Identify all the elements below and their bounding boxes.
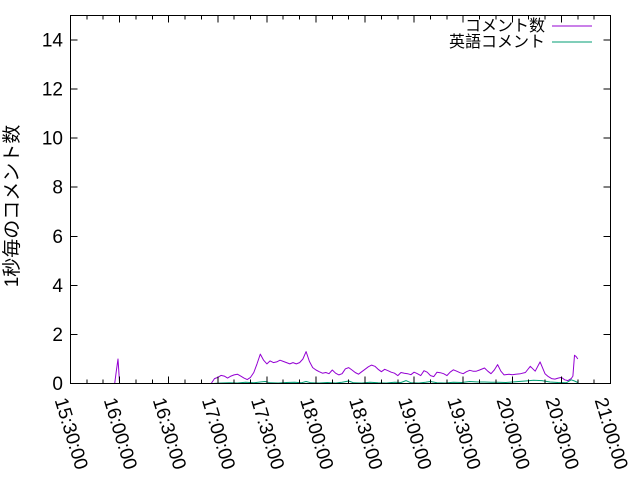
legend-label-comments: コメント数 (465, 17, 545, 35)
x-tick-label: 19:00:00 (393, 395, 435, 472)
y-tick-label: 8 (52, 178, 63, 199)
x-tick-label: 17:00:00 (197, 395, 239, 472)
plot-border (70, 15, 611, 384)
series-0-line (80, 351, 579, 384)
x-tick-label: 18:00:00 (295, 395, 337, 472)
x-tick-label: 17:30:00 (246, 395, 288, 472)
y-tick-label: 2 (52, 325, 63, 346)
x-tick-label: 20:30:00 (541, 395, 583, 472)
y-tick-label: 10 (42, 129, 63, 150)
y-tick-label: 4 (52, 276, 63, 297)
series-1-line (212, 379, 579, 384)
y-tick-label: 0 (52, 374, 63, 395)
y-tick-label: 12 (42, 80, 63, 101)
series-layer (80, 351, 579, 384)
legend: コメント数 英語コメント (449, 17, 592, 51)
y-tick-label: 6 (52, 227, 63, 248)
x-tick-label: 19:30:00 (442, 395, 484, 472)
y-tick-label: 14 (42, 31, 64, 52)
x-tick-label: 20:00:00 (492, 395, 534, 472)
axis-layer (70, 15, 611, 384)
y-axis-title: 1秒毎のコメント数 (1, 125, 23, 288)
x-tick-label: 16:30:00 (148, 395, 190, 472)
tick-label-layer: 15:30:00 16:00:00 16:30:00 17:00:00 17:30:00… (42, 31, 632, 473)
x-tick-label: 18:30:00 (344, 395, 386, 472)
x-tick-label: 21:00:00 (590, 395, 632, 472)
legend-label-english-comments: 英語コメント (449, 33, 545, 51)
x-tick-label: 16:00:00 (99, 395, 141, 472)
x-tick-label: 15:30:00 (50, 395, 92, 472)
